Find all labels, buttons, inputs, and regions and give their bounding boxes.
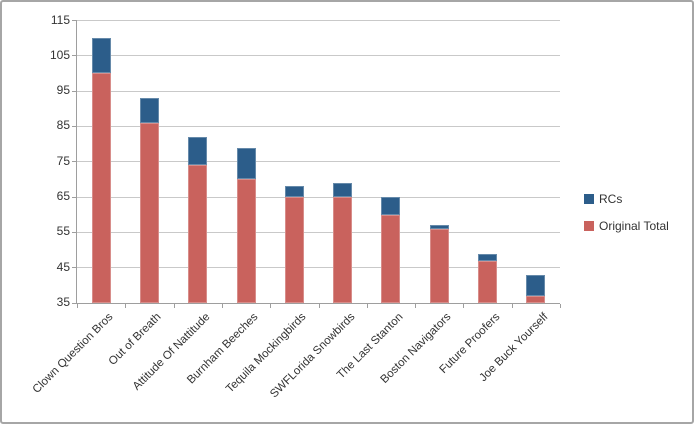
legend-item-rcs: RCs [584,193,669,205]
y-axis-tick-label: 35 [56,295,70,309]
bar-segment-rcs [478,253,498,261]
bar-segment-original-total [478,260,498,303]
x-axis-tick [560,304,561,308]
bar-segment-original-total [91,73,111,303]
y-axis-tick [72,267,77,269]
gridline [77,125,560,127]
bar-segment-rcs [139,98,159,123]
bar-segment-original-total [333,197,353,303]
y-axis-tick-label: 115 [50,12,70,27]
bar-segment-rcs [188,137,208,166]
y-axis-tick [72,20,77,21]
y-axis-tick-label: 105 [49,47,70,62]
bar-segment-rcs [429,225,449,229]
y-axis-tick [72,90,77,92]
y-axis-line [76,20,77,303]
y-axis-tick-label: 55 [56,224,70,239]
bar-segment-original-total [429,228,449,303]
x-axis-tick [173,304,175,308]
bar-segment-rcs [381,197,401,215]
y-axis-tick [72,196,77,198]
gridline [77,55,560,57]
gridline [77,20,560,21]
x-axis-tick [125,304,127,308]
gridline [77,161,560,163]
y-axis-tick-label: 95 [56,83,70,98]
x-axis-line [76,303,560,304]
y-axis-tick-label: 65 [56,189,70,204]
bar-segment-rcs [236,147,256,180]
x-axis-tick [511,304,513,308]
x-axis-tick [415,304,417,308]
y-axis-tick [72,125,77,127]
bar-segment-original-total [526,295,546,303]
x-axis-tick [366,304,368,308]
bar-segment-original-total [381,214,401,303]
x-axis-tick [77,304,78,308]
legend-color-swatch-original-total [584,221,594,231]
gridline [77,267,560,269]
y-axis-tick [72,55,77,57]
x-axis-tick [221,304,223,308]
legend-color-swatch-rcs [584,194,594,204]
y-axis-tick [72,161,77,163]
bar-segment-rcs [284,186,304,198]
y-axis-tick [72,302,77,304]
bar-segment-rcs [91,38,111,74]
bar-segment-original-total [236,179,256,303]
bar-segment-rcs [526,274,546,296]
y-axis-tick-label: 75 [56,153,70,168]
gridline [77,196,560,198]
legend-label-rcs: RCs [599,192,623,206]
bar-segment-original-total [188,165,208,303]
bar-segment-original-total [139,122,159,303]
legend: RCs Original Total [584,193,669,247]
bar-segment-rcs [333,182,353,198]
gridline [77,231,560,233]
legend-item-original-total: Original Total [584,220,669,232]
y-axis-tick-label: 45 [56,259,70,274]
x-axis-tick [270,304,272,308]
bar-segment-original-total [284,197,304,303]
y-axis-tick-label: 85 [56,118,70,133]
y-axis-tick [72,231,77,233]
gridline [77,90,560,92]
legend-label-original-total: Original Total [599,219,669,233]
x-axis-tick [318,304,320,308]
x-axis-tick [463,304,465,308]
